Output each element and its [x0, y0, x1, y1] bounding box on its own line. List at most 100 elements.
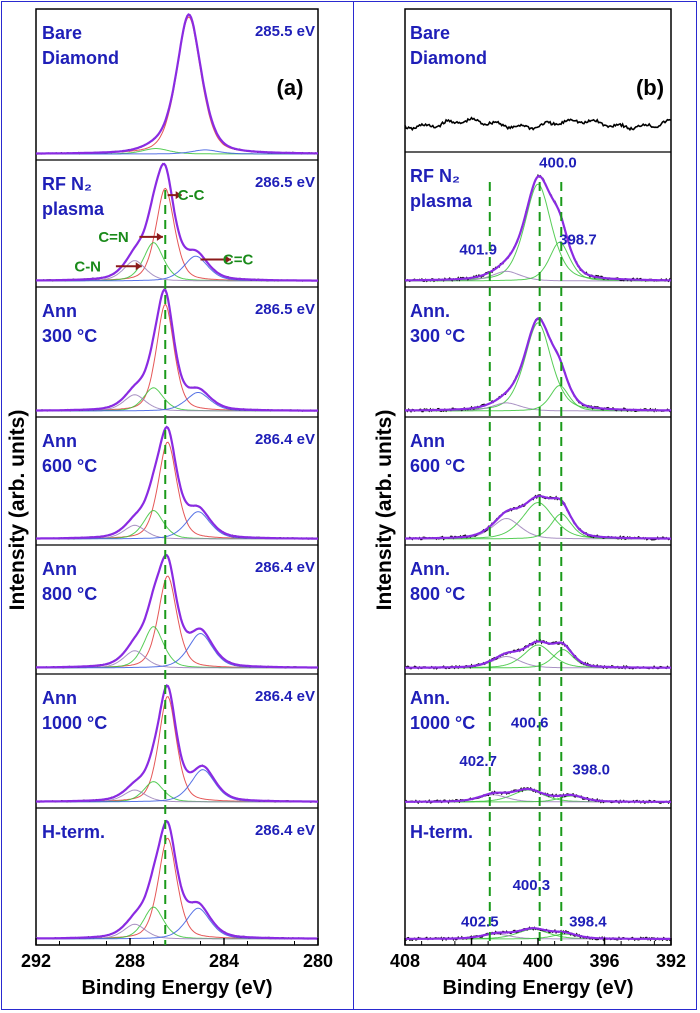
fit-component-C=C [36, 907, 318, 940]
x-axis-label: Binding Energy (eV) [81, 977, 272, 999]
experimental-trace [405, 639, 672, 670]
sample-label: 600 °C [410, 456, 465, 476]
x-tick-label: 404 [456, 951, 486, 971]
x-tick-label: 288 [115, 951, 145, 971]
y-axis-label-a: Intensity (arb. units) [6, 410, 29, 611]
peak-value-label: 402.7 [459, 753, 497, 770]
fit-envelope [36, 13, 318, 155]
component-label: C-N [74, 258, 101, 275]
peak-position-label: 286.4 eV [255, 559, 315, 576]
peak-value-label: 398.0 [572, 761, 610, 778]
y-axis-label-b: Intensity (arb. units) [373, 410, 396, 611]
fit-component-400.0 [405, 644, 671, 669]
peak-position-label: 286.4 eV [255, 688, 315, 705]
arrow-head [156, 232, 163, 241]
experimental-trace [404, 116, 672, 132]
spectrum-row: Ann 600 °C [404, 416, 672, 541]
fit-component-C=N [36, 387, 318, 412]
fit-component-C=N [36, 509, 318, 540]
sample-label: Ann. [410, 301, 450, 321]
sample-label: H-term. [42, 822, 105, 842]
sample-label: plasma [42, 199, 105, 219]
sample-label: 300 °C [42, 326, 97, 346]
x-tick-label: 396 [589, 951, 619, 971]
component-label: C=N [98, 229, 128, 246]
fit-envelope [405, 494, 671, 540]
sample-label: 800 °C [42, 584, 97, 604]
sample-label: Ann [42, 301, 77, 321]
fit-envelope [35, 819, 318, 940]
peak-position-label: 286.5 eV [255, 301, 315, 318]
fit-component-C=C [36, 511, 318, 540]
panel-a-c1s: Bare Diamond 285.5 eV RF N₂ plasma 286.5 eV C-… [21, 8, 333, 999]
x-tick-label: 400 [523, 951, 553, 971]
peak-value-label: 402.5 [461, 914, 499, 931]
component-label: C=C [223, 252, 254, 269]
peak-position-label: 286.4 eV [255, 431, 315, 448]
sample-label: plasma [410, 191, 473, 211]
arrow-head [225, 255, 232, 264]
fit-component-398.7 [405, 384, 671, 412]
spectrum-row: Ann 800 °C 286.4 eV [35, 544, 319, 669]
x-tick-label: 284 [209, 951, 239, 971]
x-tick-label: 280 [303, 951, 333, 971]
spectrum-row: Ann 300 °C 286.5 eV [35, 286, 319, 412]
panel-label: (a) [277, 75, 304, 100]
sample-label: 300 °C [410, 326, 465, 346]
sample-label: Ann [42, 559, 77, 579]
peak-value-label: 400.0 [539, 154, 577, 171]
x-tick-label: 408 [390, 951, 420, 971]
spectrum-row: Ann 1000 °C 286.4 eV [35, 673, 319, 803]
fit-envelope [36, 425, 318, 540]
sample-label: Ann [42, 688, 77, 708]
peak-position-label: 286.5 eV [255, 174, 315, 191]
fit-envelope [36, 684, 318, 803]
sample-label: 1000 °C [410, 713, 475, 733]
sample-label: RF N₂ [410, 166, 460, 186]
plot-area-border [404, 8, 672, 946]
fit-envelope [36, 288, 318, 412]
spectrum-row: H-term. 402.5 400.3 398.4 [404, 807, 672, 942]
peak-value-label: 400.3 [513, 877, 551, 894]
fit-envelope [405, 927, 671, 940]
fit-envelope [36, 162, 318, 282]
sample-label: Diamond [42, 48, 119, 68]
fit-component-398.7 [405, 649, 671, 669]
fit-component-C=N [36, 906, 318, 940]
panel-divider [353, 1, 354, 1010]
x-tick-label: 392 [656, 951, 686, 971]
spectrum-row: Ann. 300 °C [404, 286, 672, 413]
spectrum-row: RF N₂ plasma 286.5 eV C-C C=N C-N C=C [35, 159, 319, 282]
fit-component-C=C [36, 769, 318, 803]
fit-envelope [36, 553, 318, 669]
fit-component-C-N [36, 650, 318, 669]
spectrum-row: Bare Diamond 285.5 eV [36, 13, 319, 155]
arrow-head [175, 191, 182, 200]
fit-component-400.0 [405, 501, 671, 540]
fit-component-C-C [36, 837, 318, 940]
panel-label: (b) [636, 75, 664, 100]
fit-component-C=N [35, 626, 318, 669]
x-tick-label: 292 [21, 951, 51, 971]
spectrum-row: Ann 600 °C 286.4 eV [35, 416, 319, 540]
sample-label: 600 °C [42, 456, 97, 476]
sample-label: Ann. [410, 559, 450, 579]
sample-label: Ann. [410, 688, 450, 708]
peak-position-label: 286.4 eV [255, 822, 315, 839]
peak-value-label: 400.6 [511, 715, 549, 732]
peak-position-label: 285.5 eV [255, 23, 315, 40]
sample-label: Diamond [410, 48, 487, 68]
fit-component-398.7 [405, 241, 671, 282]
panel-b-n1s: Bare Diamond RF N₂ plasma 400.0 401.9 398.7 Ann… [390, 8, 686, 999]
sample-label: H-term. [410, 822, 473, 842]
fit-component-398.7 [405, 513, 671, 540]
plot-area-border [35, 8, 319, 946]
spectrum-row: Ann. 800 °C [405, 544, 672, 670]
spectrum-row: Ann. 1000 °C 402.7 400.6 398.0 [404, 673, 672, 805]
fit-envelope [405, 317, 671, 412]
peak-value-label: 398.4 [569, 914, 607, 931]
sample-label: 1000 °C [42, 713, 107, 733]
fit-component-C=N [36, 781, 318, 803]
component-label: C-C [178, 187, 205, 204]
